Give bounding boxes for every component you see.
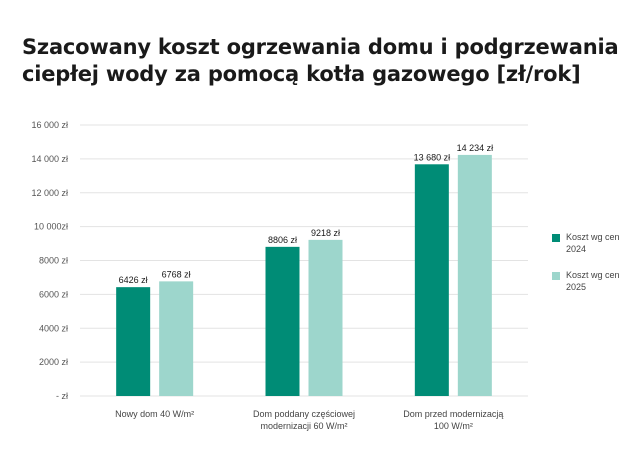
- data-label: 14 234 zł: [457, 143, 494, 153]
- y-tick-label: 14 000 zł: [31, 154, 68, 164]
- x-category-label: Dom poddany częściowej: [253, 409, 355, 419]
- data-label: 6768 zł: [162, 269, 191, 279]
- data-label: 9218 zł: [311, 228, 340, 238]
- y-tick-label: 12 000 zł: [31, 188, 68, 198]
- gridlines: [80, 124, 528, 397]
- x-category-label: Nowy dom 40 W/m²: [115, 409, 194, 419]
- y-tick-label: 10 000zł: [34, 222, 68, 232]
- data-label: 8806 zł: [268, 235, 297, 245]
- x-category-label: Dom przed modernizacją: [403, 409, 503, 419]
- legend-label: 2025: [566, 282, 586, 292]
- bar-series-1-cat-2: [265, 246, 300, 396]
- chart-title: Szacowany koszt ogrzewania domu i podgrz…: [22, 34, 622, 88]
- legend-swatch: [552, 272, 560, 280]
- x-axis: Nowy dom 40 W/m² Dom poddany częściowej mo…: [115, 409, 503, 431]
- y-tick-label: 4000 zł: [39, 323, 68, 333]
- y-tick-label: 6000 zł: [39, 289, 68, 299]
- data-label: 13 680 zł: [414, 152, 451, 162]
- bars: 6426 zł 6768 zł 8806 zł 9218 zł 13 680 zł 14 …: [116, 143, 493, 396]
- y-tick-label: - zł: [56, 391, 68, 401]
- bar-series-2-cat-1: [159, 281, 194, 396]
- y-tick-label: 2000 zł: [39, 357, 68, 367]
- chart-title-line-2: ciepłej wody za pomocą kotła gazowego [z…: [22, 62, 581, 86]
- y-tick-label: 16 000 zł: [31, 120, 68, 130]
- bar-series-2-cat-2: [308, 239, 343, 396]
- chart-title-line-1: Szacowany koszt ogrzewania domu i podgrz…: [22, 35, 619, 59]
- bar-series-2-cat-3: [457, 154, 492, 396]
- y-tick-label: 8000 zł: [39, 256, 68, 266]
- legend-swatch: [552, 234, 560, 242]
- data-label: 6426 zł: [119, 275, 148, 285]
- y-axis: - zł 2000 zł 4000 zł 6000 zł 8000 zł 10 000zł…: [31, 120, 68, 401]
- legend-label: 2024: [566, 244, 586, 254]
- legend: Koszt wg cen 2024 Koszt wg cen 2025: [552, 232, 620, 292]
- bar-series-1-cat-1: [116, 287, 151, 396]
- legend-label: Koszt wg cen: [566, 270, 620, 280]
- x-category-label: modernizacji 60 W/m²: [260, 421, 347, 431]
- bar-series-1-cat-3: [414, 164, 449, 396]
- x-category-label: 100 W/m²: [434, 421, 473, 431]
- legend-label: Koszt wg cen: [566, 232, 620, 242]
